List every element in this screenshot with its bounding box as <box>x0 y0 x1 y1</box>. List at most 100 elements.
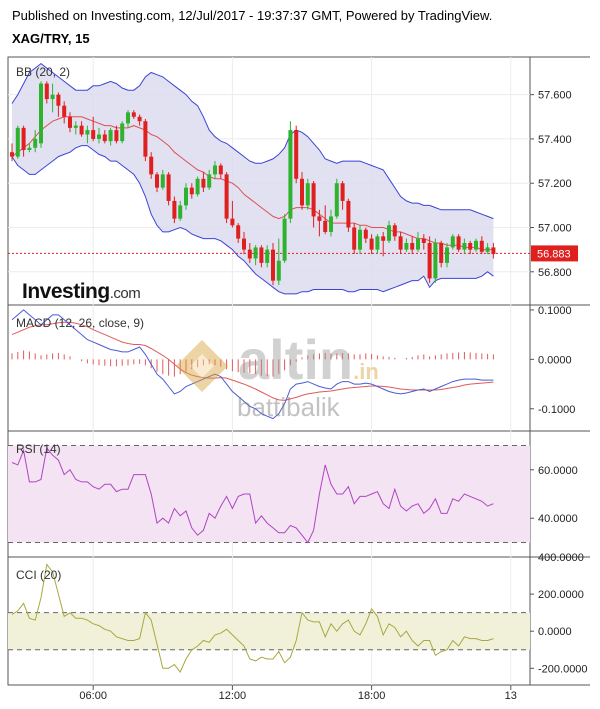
price-tick-label: 57.200 <box>538 178 572 190</box>
candle-body <box>143 121 148 157</box>
candle-body <box>323 220 328 232</box>
candle-body <box>213 165 217 175</box>
candle-body <box>126 112 130 124</box>
bollinger-lower-line <box>11 145 494 295</box>
bollinger-middle-line <box>11 116 494 251</box>
watermark-diamond-inner-icon <box>190 354 214 378</box>
candle-body <box>85 130 90 135</box>
candle-body <box>160 174 165 188</box>
candle-body <box>236 225 241 239</box>
candle-body <box>276 260 281 281</box>
investing-logo: Investing.com <box>22 280 140 303</box>
candle-body <box>68 116 72 128</box>
candle-body <box>369 238 374 250</box>
candle-body <box>450 236 455 248</box>
last-price-label: 56.883 <box>537 248 571 260</box>
macd-tick-label: -0.1000 <box>538 404 575 416</box>
rsi-indicator-label: RSI (14) <box>16 442 61 456</box>
candle-body <box>259 247 264 263</box>
candle-body <box>265 249 270 263</box>
candle-body <box>334 183 339 217</box>
time-tick-label: 12:00 <box>219 690 247 702</box>
candle-body <box>79 125 84 135</box>
cci-tick-label: 200.0000 <box>538 589 584 601</box>
candle-body <box>491 247 496 255</box>
candle-body <box>33 138 38 148</box>
candle-body <box>305 183 310 206</box>
watermark-main: altin <box>238 328 353 391</box>
candle-body <box>15 127 20 157</box>
candle-body <box>340 183 345 201</box>
time-tick-label: 06:00 <box>79 690 107 702</box>
candle-body <box>184 187 188 206</box>
candle-body <box>137 116 142 122</box>
candle-body <box>230 218 235 226</box>
candle-body <box>416 238 420 250</box>
rsi-band-fill <box>8 445 530 543</box>
symbol-title: XAG/TRY, 15 <box>12 31 90 46</box>
price-tick-label: 57.400 <box>538 134 572 146</box>
candle-body <box>294 130 299 179</box>
cci-indicator-label: CCI (20) <box>16 568 61 582</box>
published-info: Published on Investing.com, 12/Jul/2017 … <box>12 8 493 23</box>
candle-body <box>102 134 107 142</box>
candle-body <box>39 83 43 144</box>
rsi-tick-label: 60.0000 <box>538 465 578 477</box>
cci-tick-label: 400.0000 <box>538 552 584 564</box>
candle-body <box>97 134 101 139</box>
candle-body <box>91 130 96 139</box>
time-tick-label: 18:00 <box>358 690 386 702</box>
candle-body <box>10 152 14 157</box>
watermark-subtext: battibalik <box>237 392 341 422</box>
investing-logo-suffix: .com <box>110 285 141 302</box>
candle-body <box>108 130 113 142</box>
candle-body <box>56 94 61 106</box>
price-tick-label: 57.000 <box>538 223 572 235</box>
candle-body <box>247 249 252 259</box>
macd-signal-line <box>11 321 494 401</box>
macd-tick-label: 0.1000 <box>538 305 572 317</box>
price-tick-label: 57.600 <box>538 90 572 102</box>
candle-body <box>404 243 409 250</box>
candle-body <box>73 125 78 128</box>
candle-body <box>479 240 484 252</box>
candle-body <box>474 240 478 250</box>
candle-body <box>282 218 287 261</box>
bb-indicator-label: BB (20, 2) <box>16 65 70 79</box>
candle-body <box>149 156 154 175</box>
candle-body <box>462 243 467 250</box>
candle-body <box>381 236 386 241</box>
candle-body <box>207 174 212 188</box>
candle-body <box>421 238 426 243</box>
candle-body <box>218 165 223 175</box>
macd-indicator-label: MACD (12, 26, close, 9) <box>16 316 144 330</box>
macd-line <box>11 309 494 420</box>
candle-body <box>375 236 380 250</box>
bollinger-band-fill <box>12 63 494 294</box>
candle-body <box>468 243 473 250</box>
candle-body <box>242 238 246 250</box>
rsi-line <box>11 446 494 544</box>
candle-body <box>131 112 136 117</box>
candle-body <box>317 216 322 221</box>
candle-body <box>352 227 357 250</box>
candle-body <box>427 243 432 279</box>
cci-line <box>11 563 494 673</box>
candle-body <box>363 229 368 239</box>
candle-body <box>439 243 444 263</box>
candle-body <box>445 247 449 263</box>
cci-tick-label: 0.0000 <box>538 626 572 638</box>
candle-body <box>311 183 316 217</box>
watermark-text: altin.in <box>238 328 379 391</box>
candle-body <box>21 127 26 150</box>
candle-body <box>201 178 206 188</box>
candle-body <box>300 178 304 206</box>
candle-body <box>195 178 200 195</box>
candle-body <box>120 123 125 142</box>
candle-body <box>410 243 415 250</box>
candle-body <box>224 174 229 219</box>
candle-body <box>172 200 177 219</box>
candle-body <box>456 236 461 250</box>
